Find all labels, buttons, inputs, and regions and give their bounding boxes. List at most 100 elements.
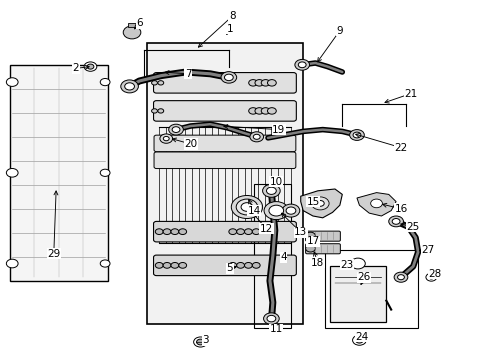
Circle shape bbox=[254, 80, 263, 86]
Text: 27: 27 bbox=[420, 245, 434, 255]
Circle shape bbox=[350, 258, 365, 269]
Circle shape bbox=[244, 262, 252, 268]
FancyBboxPatch shape bbox=[153, 73, 296, 93]
Circle shape bbox=[248, 80, 257, 86]
Circle shape bbox=[252, 229, 260, 235]
Circle shape bbox=[124, 83, 134, 90]
Circle shape bbox=[155, 262, 163, 268]
Text: 3: 3 bbox=[202, 335, 208, 345]
Circle shape bbox=[261, 80, 269, 86]
Circle shape bbox=[6, 78, 18, 86]
Circle shape bbox=[168, 124, 183, 135]
Circle shape bbox=[266, 187, 276, 194]
Circle shape bbox=[100, 260, 110, 267]
Circle shape bbox=[261, 108, 269, 114]
Circle shape bbox=[224, 74, 233, 81]
Text: 7: 7 bbox=[184, 69, 191, 79]
Bar bbox=[254, 184, 290, 328]
Circle shape bbox=[311, 197, 328, 210]
Circle shape bbox=[123, 26, 141, 39]
Circle shape bbox=[179, 229, 186, 235]
Text: 26: 26 bbox=[357, 272, 370, 282]
Circle shape bbox=[263, 313, 279, 324]
Text: 16: 16 bbox=[393, 204, 407, 214]
FancyBboxPatch shape bbox=[305, 244, 340, 254]
Text: 8: 8 bbox=[228, 11, 235, 21]
Circle shape bbox=[6, 259, 18, 268]
Circle shape bbox=[231, 195, 262, 219]
Text: 25: 25 bbox=[406, 222, 419, 232]
Circle shape bbox=[236, 229, 244, 235]
Text: 18: 18 bbox=[310, 258, 324, 268]
Circle shape bbox=[100, 78, 110, 86]
Circle shape bbox=[158, 109, 163, 113]
Circle shape bbox=[236, 199, 257, 215]
Text: 14: 14 bbox=[247, 206, 261, 216]
Circle shape bbox=[352, 335, 366, 345]
FancyBboxPatch shape bbox=[154, 152, 295, 168]
Circle shape bbox=[87, 64, 94, 69]
Circle shape bbox=[172, 127, 180, 132]
Bar bbox=[128, 23, 136, 27]
Circle shape bbox=[298, 62, 305, 68]
Circle shape bbox=[196, 339, 204, 345]
Bar bbox=[146, 43, 303, 324]
Text: 20: 20 bbox=[184, 139, 197, 149]
Circle shape bbox=[267, 108, 276, 114]
FancyBboxPatch shape bbox=[154, 135, 295, 152]
Bar bbox=[329, 266, 386, 322]
Text: 23: 23 bbox=[340, 260, 353, 270]
Circle shape bbox=[391, 219, 399, 224]
Circle shape bbox=[228, 262, 236, 268]
Circle shape bbox=[171, 229, 179, 235]
Circle shape bbox=[268, 205, 283, 216]
Circle shape bbox=[294, 59, 309, 70]
Circle shape bbox=[254, 108, 263, 114]
Text: 12: 12 bbox=[259, 224, 273, 234]
Circle shape bbox=[266, 315, 275, 322]
Circle shape bbox=[151, 81, 157, 85]
Circle shape bbox=[370, 199, 382, 208]
Text: 5: 5 bbox=[226, 263, 233, 273]
Circle shape bbox=[305, 232, 315, 239]
Circle shape bbox=[163, 262, 171, 268]
Text: 9: 9 bbox=[336, 26, 343, 36]
Text: 13: 13 bbox=[293, 227, 307, 237]
Circle shape bbox=[352, 132, 360, 138]
Circle shape bbox=[236, 262, 244, 268]
Circle shape bbox=[163, 229, 171, 235]
Circle shape bbox=[241, 203, 252, 211]
Text: 22: 22 bbox=[393, 143, 407, 153]
Circle shape bbox=[252, 262, 260, 268]
Text: 29: 29 bbox=[47, 249, 61, 259]
Circle shape bbox=[193, 337, 207, 347]
Circle shape bbox=[316, 201, 324, 206]
Text: 10: 10 bbox=[269, 177, 282, 187]
Circle shape bbox=[285, 207, 295, 214]
Circle shape bbox=[428, 275, 433, 279]
Text: 11: 11 bbox=[269, 324, 283, 334]
Circle shape bbox=[393, 272, 407, 282]
Circle shape bbox=[163, 136, 169, 141]
Circle shape bbox=[151, 109, 157, 113]
Bar bbox=[10, 65, 107, 281]
Circle shape bbox=[262, 184, 280, 197]
Circle shape bbox=[349, 130, 364, 140]
FancyBboxPatch shape bbox=[153, 101, 296, 121]
Circle shape bbox=[6, 168, 18, 177]
Circle shape bbox=[282, 204, 299, 217]
Circle shape bbox=[244, 229, 252, 235]
Circle shape bbox=[228, 229, 236, 235]
Text: 19: 19 bbox=[271, 125, 285, 135]
Circle shape bbox=[267, 80, 276, 86]
Circle shape bbox=[305, 245, 315, 252]
Polygon shape bbox=[300, 189, 342, 218]
Polygon shape bbox=[356, 193, 395, 216]
Text: 28: 28 bbox=[427, 269, 441, 279]
Circle shape bbox=[171, 262, 179, 268]
Circle shape bbox=[84, 62, 97, 71]
Text: 2: 2 bbox=[72, 63, 79, 73]
FancyBboxPatch shape bbox=[153, 221, 296, 242]
Text: 1: 1 bbox=[226, 24, 233, 34]
Circle shape bbox=[249, 132, 263, 142]
